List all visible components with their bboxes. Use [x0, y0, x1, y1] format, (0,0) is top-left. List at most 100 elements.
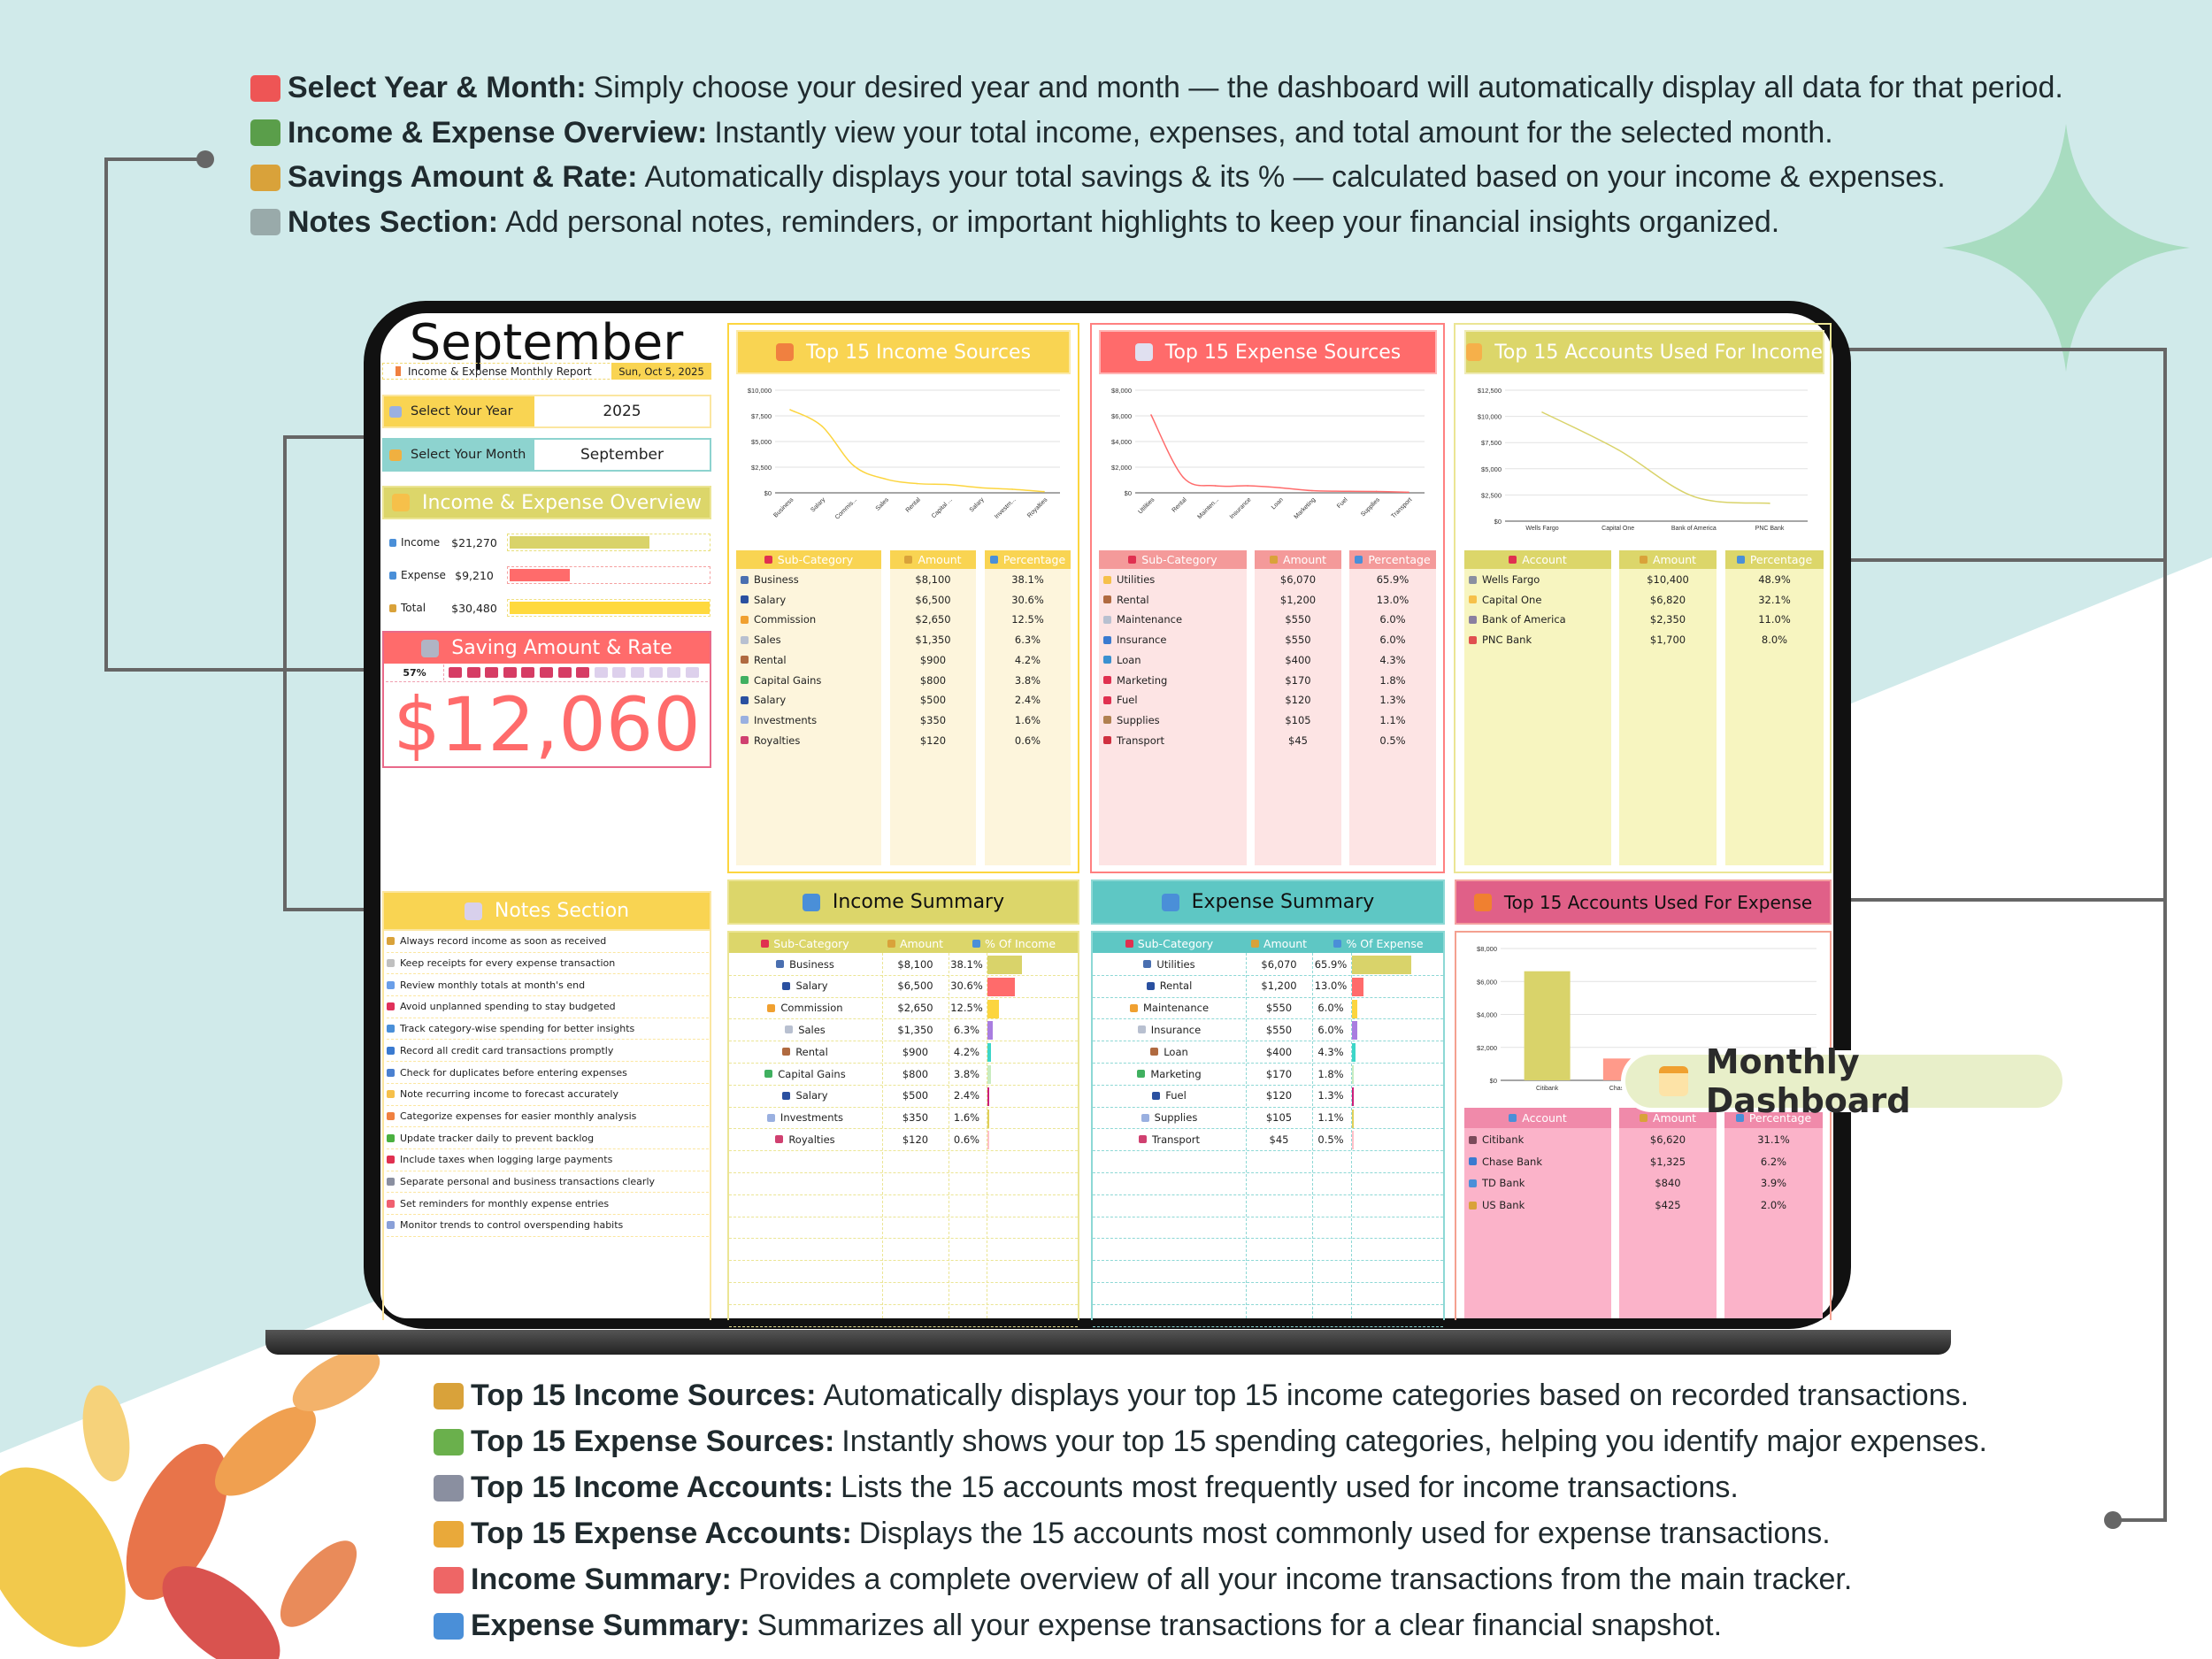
- overview-bar-fill: [510, 602, 710, 614]
- income_sources-row-percentage: 38.1%: [1011, 573, 1044, 586]
- row-label: Insurance: [1117, 634, 1167, 647]
- expense_summary-row-amount: $120: [1265, 1089, 1293, 1102]
- category-icon: [1103, 716, 1111, 725]
- note-text: Monitor trends to control overspending h…: [400, 1219, 624, 1232]
- feature-title: Notes Section:: [288, 204, 499, 239]
- note-item: Keep receipts for every expense transact…: [387, 953, 709, 975]
- sparkle-star-decoration: [1942, 124, 2190, 372]
- x-tick-label: Sales: [875, 496, 891, 512]
- expense_accounts-row-percentage: 3.9%: [1760, 1177, 1787, 1190]
- expense_summary-row-label: Transport: [1093, 1129, 1246, 1149]
- month-selector[interactable]: Select Your Month September: [382, 438, 711, 472]
- row-label: TD Bank: [1482, 1177, 1525, 1190]
- income_sources-row-amount: $350: [919, 713, 947, 726]
- y-tick-label: $2,000: [1111, 464, 1132, 472]
- feature-description: Lists the 15 accounts most frequently us…: [840, 1471, 1739, 1504]
- note-bullet-icon: [387, 1156, 395, 1164]
- income_sources-row-percentage: 1.6%: [1014, 713, 1041, 726]
- expense_sources-row-percentage: 1.8%: [1379, 673, 1406, 687]
- income_accounts-row-percentage: 32.1%: [1758, 593, 1791, 606]
- month-value[interactable]: September: [580, 446, 664, 464]
- income_accounts-row-label: Bank of America: [1469, 611, 1566, 628]
- bar-chart-icon: [1355, 556, 1363, 564]
- row-label: Commission: [780, 1002, 843, 1015]
- note-text: Note recurring income to forecast accura…: [400, 1088, 618, 1101]
- overview-value: $9,210: [455, 568, 494, 582]
- row-label: Utilities: [1117, 573, 1156, 586]
- year-value[interactable]: 2025: [603, 403, 641, 420]
- overview-bar-track: [507, 599, 710, 617]
- lightning-icon: [396, 366, 401, 376]
- row-label: Rental: [1159, 979, 1193, 993]
- row-divider: [729, 1150, 1078, 1152]
- data-point: [948, 483, 950, 486]
- year-selector[interactable]: Select Your Year 2025: [382, 395, 711, 428]
- expense_sources-row-percentage: 65.9%: [1376, 573, 1409, 586]
- income_sources-column-bg: [985, 569, 1071, 865]
- y-tick-label: $12,500: [1478, 387, 1502, 395]
- note-item: Record all credit card transactions prom…: [387, 1041, 709, 1063]
- money-bag-icon: [904, 556, 913, 564]
- category-icon: [1103, 615, 1111, 624]
- income_sources-row-percentage: 30.6%: [1011, 593, 1044, 606]
- x-tick-label: Bank of America: [1671, 526, 1717, 532]
- y-tick-label: $7,500: [1481, 439, 1502, 447]
- note-item: Always record income as soon as received: [387, 931, 709, 953]
- feature-line: Notes Section: Add personal notes, remind…: [250, 205, 1779, 240]
- row-label: Marketing: [1117, 673, 1168, 687]
- expense_summary-row-amount: $400: [1265, 1045, 1293, 1058]
- expense_sources-row-label: Utilities: [1103, 571, 1155, 588]
- x-tick-label: Commis...: [834, 496, 858, 520]
- x-tick-label: Supplies: [1360, 496, 1381, 518]
- income_summary-row-bar: [987, 1109, 989, 1128]
- expense_summary-row-label: Marketing: [1093, 1064, 1246, 1084]
- income_accounts-row-amount: $6,820: [1649, 593, 1686, 606]
- income_sources-header: Top 15 Income Sources: [736, 330, 1071, 374]
- income_summary-row-amount: $120: [902, 1133, 929, 1146]
- category-icon: [1129, 1003, 1138, 1012]
- category-icon: [1469, 575, 1477, 584]
- income_summary-row-label: Commission: [728, 998, 882, 1018]
- income_sources-row-amount: $500: [919, 694, 947, 707]
- income_accounts-row-label: Wells Fargo: [1469, 571, 1540, 588]
- income_summary-column-header: Amount: [882, 933, 949, 953]
- expense_summary-row-bar: [1352, 999, 1358, 1018]
- feature-description: Instantly shows your top 15 spending cat…: [841, 1425, 1987, 1458]
- x-tick-label: Insurance: [1229, 496, 1253, 520]
- category-icon: [1469, 615, 1477, 624]
- x-tick-label: Salary: [810, 496, 826, 513]
- row-label: Capital Gains: [778, 1067, 846, 1080]
- row-divider: [1093, 996, 1443, 998]
- expense_accounts-row-percentage: 31.1%: [1757, 1133, 1790, 1146]
- chart-down-icon: [434, 1612, 464, 1640]
- expense_sources-row-amount: $105: [1285, 713, 1311, 726]
- row-label: Business: [754, 573, 799, 586]
- row-label: Business: [789, 957, 834, 971]
- column-header-label: Account: [1522, 553, 1567, 566]
- tablet-stand: [265, 1330, 1951, 1355]
- income_accounts-row-amount: $1,700: [1649, 634, 1686, 647]
- feature-description: Automatically displays your top 15 incom…: [823, 1379, 1970, 1412]
- row-label: Supplies: [1154, 1111, 1198, 1125]
- year-label-box: Select Your Year: [384, 396, 534, 426]
- data-point: [821, 425, 823, 427]
- income_sources-row-amount: $120: [919, 733, 947, 747]
- income_summary-table: [727, 931, 1079, 1320]
- row-divider: [1093, 1303, 1443, 1305]
- row-label: Maintenance: [1117, 613, 1183, 626]
- overview-label: Expense: [401, 569, 446, 581]
- row-label: Transport: [1152, 1133, 1200, 1146]
- saving-rate-square: [612, 667, 626, 678]
- saving-rate-square: [557, 667, 572, 678]
- saving-rate-square: [503, 667, 517, 678]
- income_summary-row-percentage: 1.6%: [953, 1111, 980, 1125]
- x-tick-label: Capital ...: [931, 496, 954, 519]
- year-label: Select Your Year: [411, 404, 513, 419]
- income_summary-row-bar: [987, 1021, 994, 1041]
- income_sources-title: Top 15 Income Sources: [805, 341, 1032, 364]
- note-text: Set reminders for monthly expense entrie…: [400, 1197, 610, 1210]
- x-tick-label: Loan: [1271, 496, 1285, 511]
- row-label: Salary: [754, 694, 787, 707]
- chart-up-icon: [434, 1566, 464, 1594]
- note-item: Separate personal and business transacti…: [387, 1171, 709, 1194]
